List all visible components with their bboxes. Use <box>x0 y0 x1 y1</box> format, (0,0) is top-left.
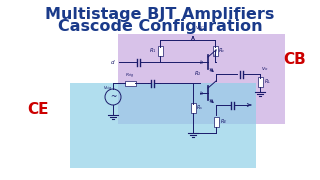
Text: Cascode Configuration: Cascode Configuration <box>58 19 262 34</box>
FancyBboxPatch shape <box>157 46 163 56</box>
FancyBboxPatch shape <box>213 117 219 127</box>
Text: $R_{sig}$: $R_{sig}$ <box>125 71 135 80</box>
FancyBboxPatch shape <box>258 77 262 87</box>
FancyBboxPatch shape <box>212 46 218 56</box>
FancyBboxPatch shape <box>190 103 196 113</box>
Text: $b$: $b$ <box>199 89 204 97</box>
FancyBboxPatch shape <box>124 80 135 86</box>
Text: ~: ~ <box>110 93 116 102</box>
Text: Multistage BJT Amplifiers: Multistage BJT Amplifiers <box>45 7 275 22</box>
Text: $R_c$: $R_c$ <box>219 47 226 55</box>
Text: $R_E$: $R_E$ <box>220 118 227 126</box>
Text: $R_s$: $R_s$ <box>196 103 204 112</box>
FancyBboxPatch shape <box>70 83 256 168</box>
Text: $d$: $d$ <box>110 58 116 66</box>
Text: $v_{CC}$: $v_{CC}$ <box>195 24 206 32</box>
Text: $R_L$: $R_L$ <box>263 78 270 86</box>
Text: $v_o$: $v_o$ <box>261 65 268 73</box>
Text: CE: CE <box>27 102 49 118</box>
Text: $v_{sig}$: $v_{sig}$ <box>103 85 113 94</box>
Text: CB: CB <box>284 53 306 68</box>
Text: $R_2$: $R_2$ <box>194 69 202 78</box>
Text: $R_1$: $R_1$ <box>149 47 156 55</box>
FancyBboxPatch shape <box>118 34 285 124</box>
Text: $b$: $b$ <box>199 58 204 66</box>
